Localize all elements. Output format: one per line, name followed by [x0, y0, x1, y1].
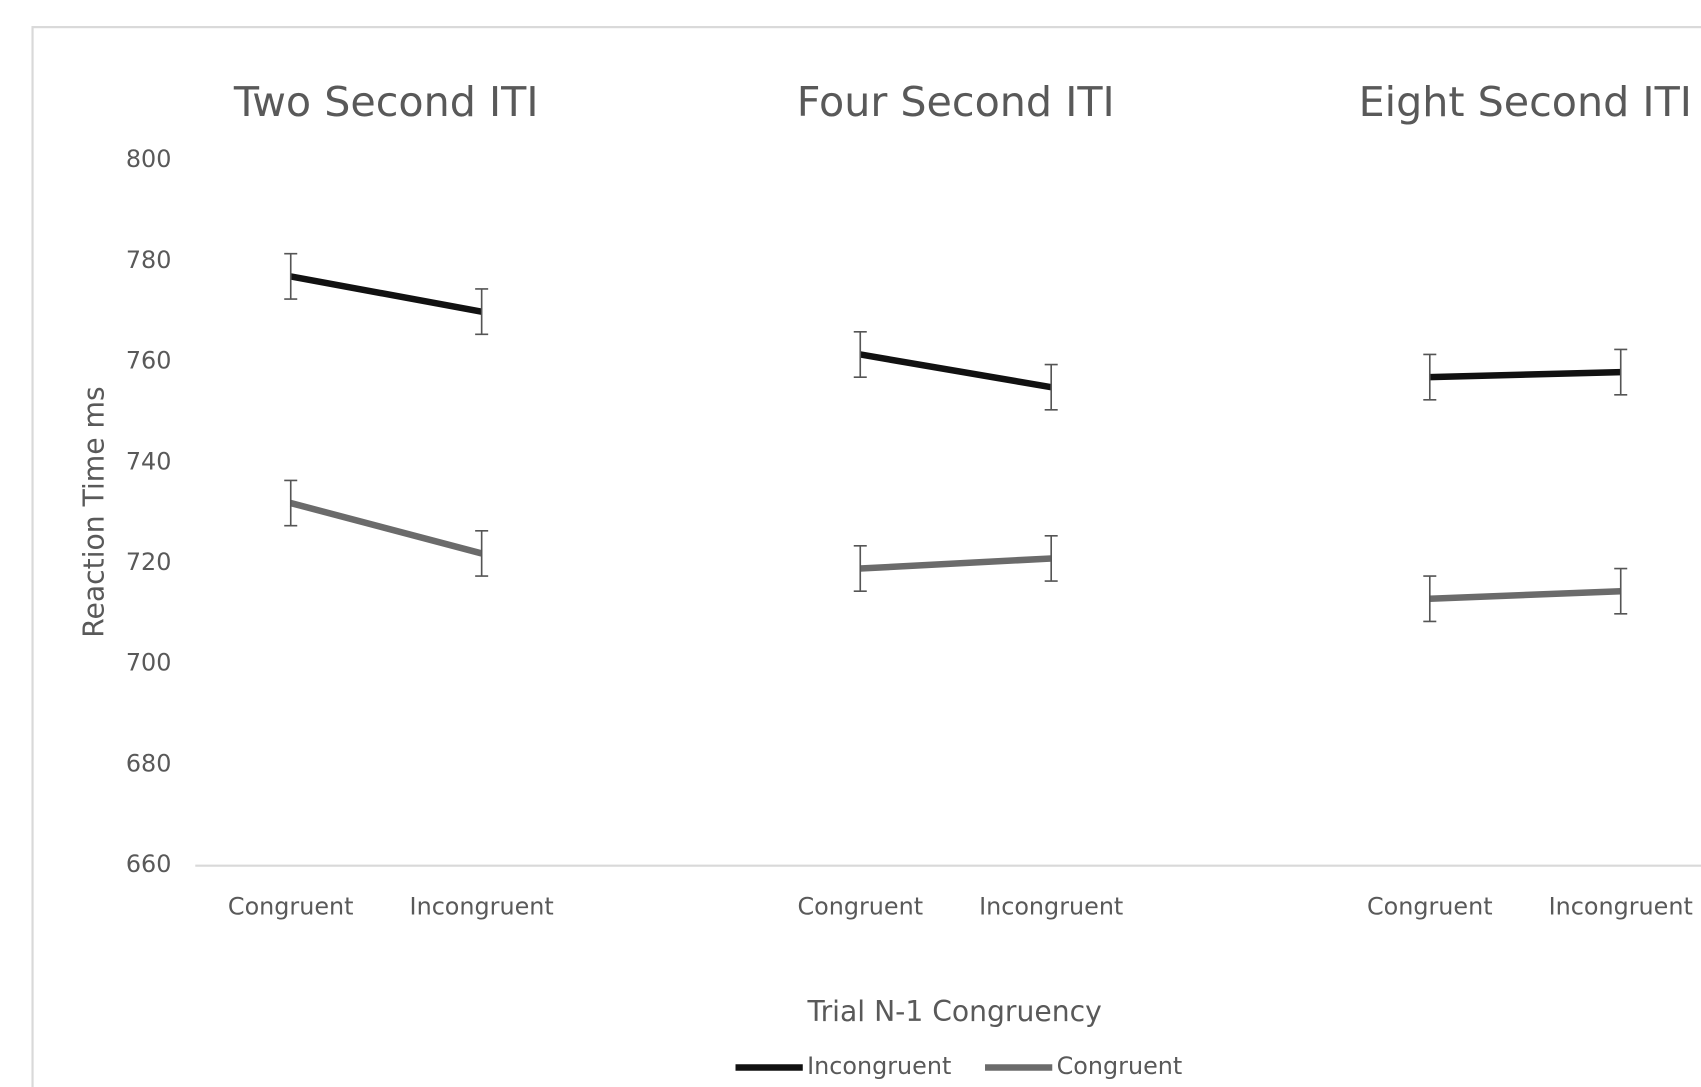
- x-tick-label: Congruent: [797, 893, 923, 921]
- series-line: [1429, 587, 1621, 603]
- error-bar: [475, 529, 489, 577]
- error-bar: [1423, 353, 1437, 401]
- error-bar: [853, 545, 867, 593]
- y-tick-label: 800: [126, 145, 172, 173]
- series-line: [860, 555, 1052, 572]
- legend-label: Incongruent: [807, 1052, 951, 1080]
- error-bar: [1044, 363, 1058, 411]
- chart-frame: [31, 26, 1701, 1087]
- x-tick-label: Congruent: [228, 893, 354, 921]
- series-line: [1429, 368, 1621, 381]
- y-tick-label: 720: [126, 548, 172, 576]
- series-line: [289, 499, 483, 557]
- x-tick-label: Congruent: [1367, 893, 1493, 921]
- error-bar: [284, 252, 298, 300]
- error-bar: [853, 330, 867, 378]
- error-bar: [284, 479, 298, 527]
- panel-title: Eight Second ITI: [1359, 78, 1692, 126]
- y-tick-label: 700: [126, 649, 172, 677]
- y-tick-label: 680: [126, 749, 172, 777]
- panel-title: Two Second ITI: [233, 78, 539, 126]
- error-bar: [1614, 567, 1628, 615]
- panel-title: Four Second ITI: [797, 78, 1115, 126]
- x-tick-label: Incongruent: [410, 893, 554, 921]
- legend-label: Congruent: [1057, 1052, 1183, 1080]
- y-axis-label: Reaction Time ms: [77, 386, 110, 637]
- x-axis-label: Trial N-1 Congruency: [807, 995, 1102, 1028]
- error-bar: [1423, 575, 1437, 623]
- error-bar: [1044, 534, 1058, 582]
- y-tick-label: 740: [126, 447, 172, 475]
- y-tick-label: 760: [126, 347, 172, 375]
- series-line: [290, 273, 483, 315]
- x-tick-label: Incongruent: [1549, 893, 1693, 921]
- y-tick-label: 660: [126, 850, 172, 878]
- error-bar: [1614, 348, 1628, 396]
- error-bar: [475, 288, 489, 336]
- x-tick-label: Incongruent: [979, 893, 1123, 921]
- series-line: [859, 351, 1052, 391]
- y-tick-label: 780: [126, 246, 172, 274]
